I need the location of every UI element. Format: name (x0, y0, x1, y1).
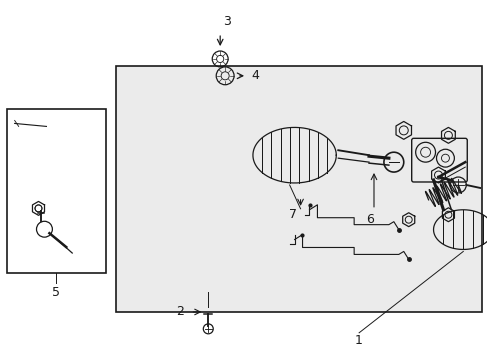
FancyBboxPatch shape (411, 138, 467, 182)
Text: 6: 6 (366, 213, 373, 226)
Bar (116, 66, 481, 312)
Bar (7, 109, 106, 273)
Text: 2: 2 (176, 306, 184, 319)
Text: 5: 5 (52, 286, 61, 299)
Text: 1: 1 (354, 334, 362, 347)
Text: 3: 3 (223, 15, 230, 28)
Text: 7: 7 (288, 208, 296, 221)
Text: 4: 4 (250, 69, 258, 82)
